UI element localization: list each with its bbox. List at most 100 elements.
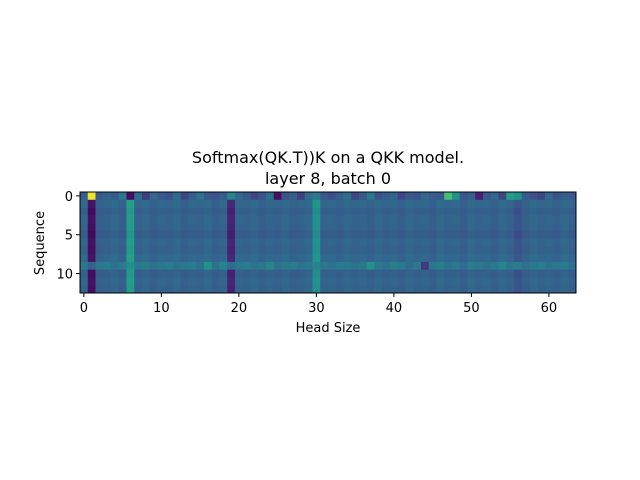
heatmap-cell xyxy=(421,238,430,247)
heatmap-cell xyxy=(126,199,135,208)
heatmap-cell xyxy=(289,192,298,201)
heatmap-cell xyxy=(289,261,298,271)
heatmap-cell xyxy=(374,269,383,278)
heatmap-cell xyxy=(173,277,182,286)
heatmap-cell xyxy=(126,192,135,201)
heatmap-cell xyxy=(382,246,391,255)
heatmap-cell xyxy=(118,261,127,271)
heatmap-cell xyxy=(374,199,383,208)
heatmap-cell xyxy=(498,261,507,271)
heatmap-cell xyxy=(382,199,391,208)
heatmap-cell xyxy=(335,285,344,294)
heatmap-cell xyxy=(219,246,228,255)
heatmap-cell xyxy=(475,238,484,247)
heatmap-cell xyxy=(250,261,259,271)
heatmap-cell xyxy=(219,207,228,216)
heatmap-cell xyxy=(320,269,329,278)
heatmap-cell xyxy=(397,277,406,286)
heatmap-cell xyxy=(204,285,213,294)
heatmap-cell xyxy=(467,254,476,263)
heatmap-cell xyxy=(180,207,189,216)
heatmap-cell xyxy=(258,285,267,294)
heatmap-cell xyxy=(545,269,554,278)
heatmap-cell xyxy=(552,246,561,255)
heatmap-cell xyxy=(165,277,174,286)
heatmap-cell xyxy=(173,223,182,232)
heatmap-cell xyxy=(289,207,298,216)
heatmap-cell xyxy=(560,223,569,232)
heatmap-cell xyxy=(242,223,251,232)
heatmap-cell xyxy=(498,238,507,247)
heatmap-cell xyxy=(374,230,383,239)
heatmap-cell xyxy=(95,246,104,255)
heatmap-cell xyxy=(134,207,143,216)
heatmap-cell xyxy=(413,199,422,208)
heatmap-cell xyxy=(266,230,275,239)
heatmap-cell xyxy=(312,261,321,271)
heatmap-cell xyxy=(297,192,306,201)
heatmap-cell xyxy=(211,215,220,224)
heatmap-cell xyxy=(281,285,290,294)
heatmap-cell xyxy=(204,223,213,232)
heatmap-cell xyxy=(188,207,197,216)
heatmap-cell xyxy=(103,269,112,278)
heatmap-cell xyxy=(545,254,554,263)
heatmap-cell xyxy=(103,207,112,216)
heatmap-cell xyxy=(320,192,329,201)
heatmap-cell xyxy=(382,207,391,216)
heatmap-cell xyxy=(219,230,228,239)
heatmap-cell xyxy=(266,199,275,208)
heatmap-cell xyxy=(312,223,321,232)
heatmap-cell xyxy=(506,254,515,263)
heatmap-cell xyxy=(180,215,189,224)
heatmap-cell xyxy=(126,223,135,232)
heatmap-cell xyxy=(459,246,468,255)
heatmap-cell xyxy=(452,192,461,201)
heatmap-cell xyxy=(359,285,368,294)
heatmap-cell xyxy=(250,269,259,278)
heatmap-cell xyxy=(95,215,104,224)
heatmap-cell xyxy=(382,238,391,247)
heatmap-cell xyxy=(173,269,182,278)
heatmap-cell xyxy=(467,269,476,278)
heatmap-cell xyxy=(266,238,275,247)
heatmap-cell xyxy=(289,277,298,286)
heatmap-cell xyxy=(149,199,158,208)
heatmap-cell xyxy=(552,261,561,271)
heatmap-cell xyxy=(351,238,360,247)
heatmap-cell xyxy=(506,246,515,255)
heatmap-cell xyxy=(405,215,414,224)
heatmap-cell xyxy=(95,230,104,239)
heatmap-cell xyxy=(459,223,468,232)
heatmap-cell xyxy=(103,285,112,294)
heatmap-cell xyxy=(436,238,445,247)
heatmap-cell xyxy=(312,246,321,255)
heatmap-cell xyxy=(328,246,337,255)
heatmap-cell xyxy=(436,192,445,201)
heatmap-cell xyxy=(514,230,523,239)
heatmap-cell xyxy=(483,246,492,255)
heatmap-cell xyxy=(111,269,120,278)
heatmap-cell xyxy=(297,277,306,286)
heatmap-cell xyxy=(134,192,143,201)
heatmap-cell xyxy=(297,207,306,216)
heatmap-cell xyxy=(95,254,104,263)
heatmap-cell xyxy=(95,269,104,278)
heatmap-cell xyxy=(374,207,383,216)
heatmap-cell xyxy=(126,277,135,286)
heatmap-cell xyxy=(545,246,554,255)
heatmap-cell xyxy=(560,254,569,263)
heatmap-cell xyxy=(289,230,298,239)
heatmap-cell xyxy=(390,223,399,232)
heatmap-cell xyxy=(142,269,151,278)
heatmap-cell xyxy=(142,254,151,263)
heatmap-cell xyxy=(483,277,492,286)
heatmap-cell xyxy=(335,254,344,263)
heatmap-cell xyxy=(258,269,267,278)
heatmap-cell xyxy=(188,199,197,208)
heatmap-cell xyxy=(382,261,391,271)
heatmap-cell xyxy=(351,199,360,208)
heatmap-cell xyxy=(297,261,306,271)
heatmap-cell xyxy=(80,207,89,216)
heatmap-cell xyxy=(258,223,267,232)
